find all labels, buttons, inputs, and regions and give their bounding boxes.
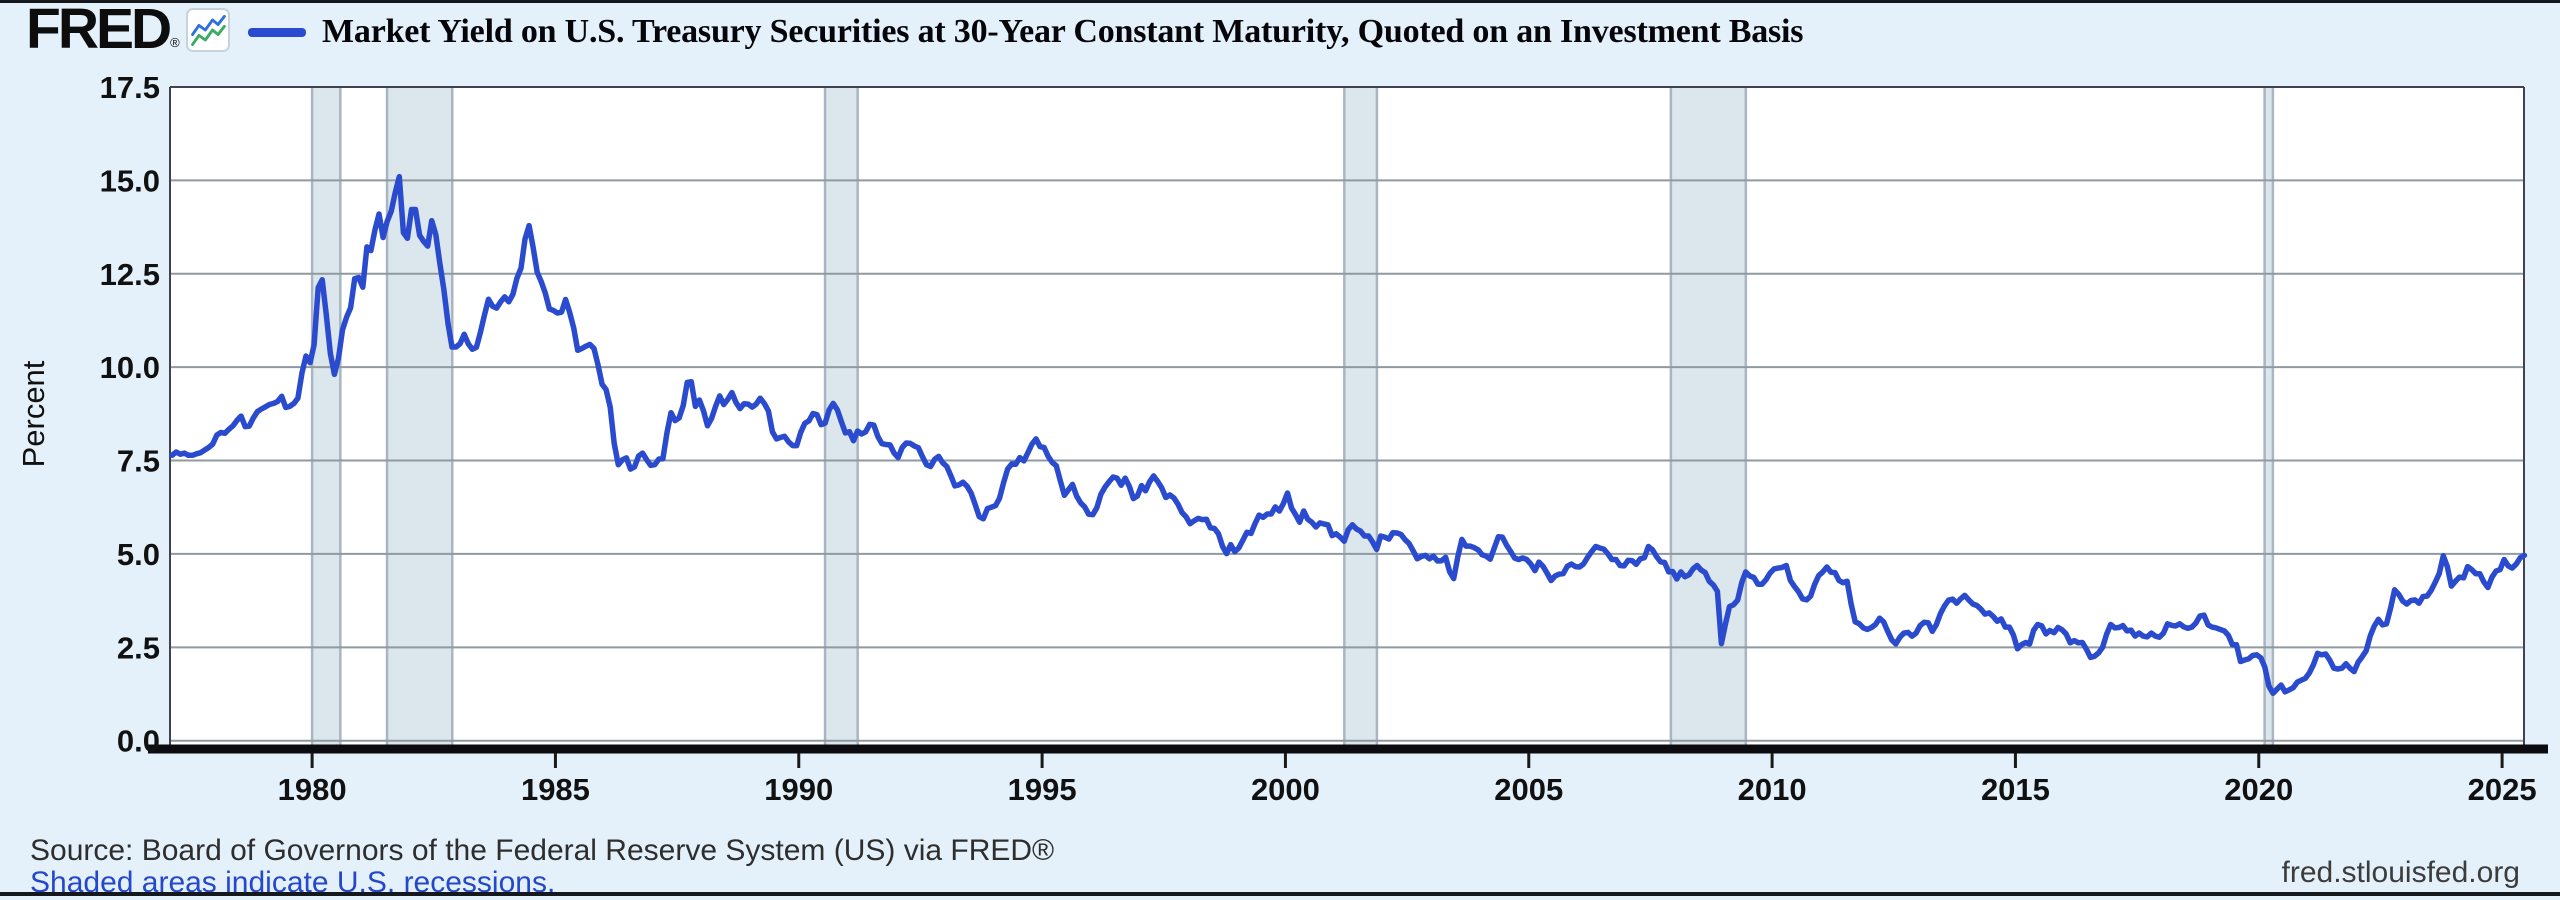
source-attribution: Source: Board of Governors of the Federa… (30, 834, 1054, 868)
window-bottom-edge (0, 892, 2560, 896)
x-tick-label: 2010 (1738, 772, 1807, 807)
x-tick-label: 2020 (2224, 772, 2293, 807)
y-tick-label: 17.5 (100, 70, 160, 105)
fred-site-link[interactable]: fred.stlouisfed.org (2282, 856, 2520, 890)
yield-line-chart: 1980 1985 1990 1995 2000 2005 2010 2015 2020 2025… (0, 0, 2560, 896)
x-tick-label: 2005 (1494, 772, 1563, 807)
y-tick-label: 0.0 (117, 724, 160, 759)
fred-graph-page: { "header": { "logo_text": "FRED", "logo… (0, 0, 2560, 896)
y-tick-label: 7.5 (117, 444, 160, 479)
recession-band (1671, 87, 1746, 748)
y-tick-label: 5.0 (117, 537, 160, 572)
x-tick-label: 1980 (278, 772, 347, 807)
x-tick-label: 1990 (764, 772, 833, 807)
y-tick-label: 2.5 (117, 630, 160, 665)
x-tick-label: 2015 (1981, 772, 2050, 807)
x-tick-label: 2025 (2468, 772, 2537, 807)
x-tick-label: 2000 (1251, 772, 1320, 807)
recession-band (1344, 87, 1377, 748)
y-axis-title: Percent (16, 360, 51, 467)
x-tick-label: 1995 (1008, 772, 1077, 807)
y-tick-label: 12.5 (100, 257, 160, 292)
y-tick-label: 15.0 (100, 163, 160, 198)
recession-band (312, 87, 340, 748)
y-tick-label: 10.0 (100, 350, 160, 385)
x-tick-label: 1985 (521, 772, 590, 807)
